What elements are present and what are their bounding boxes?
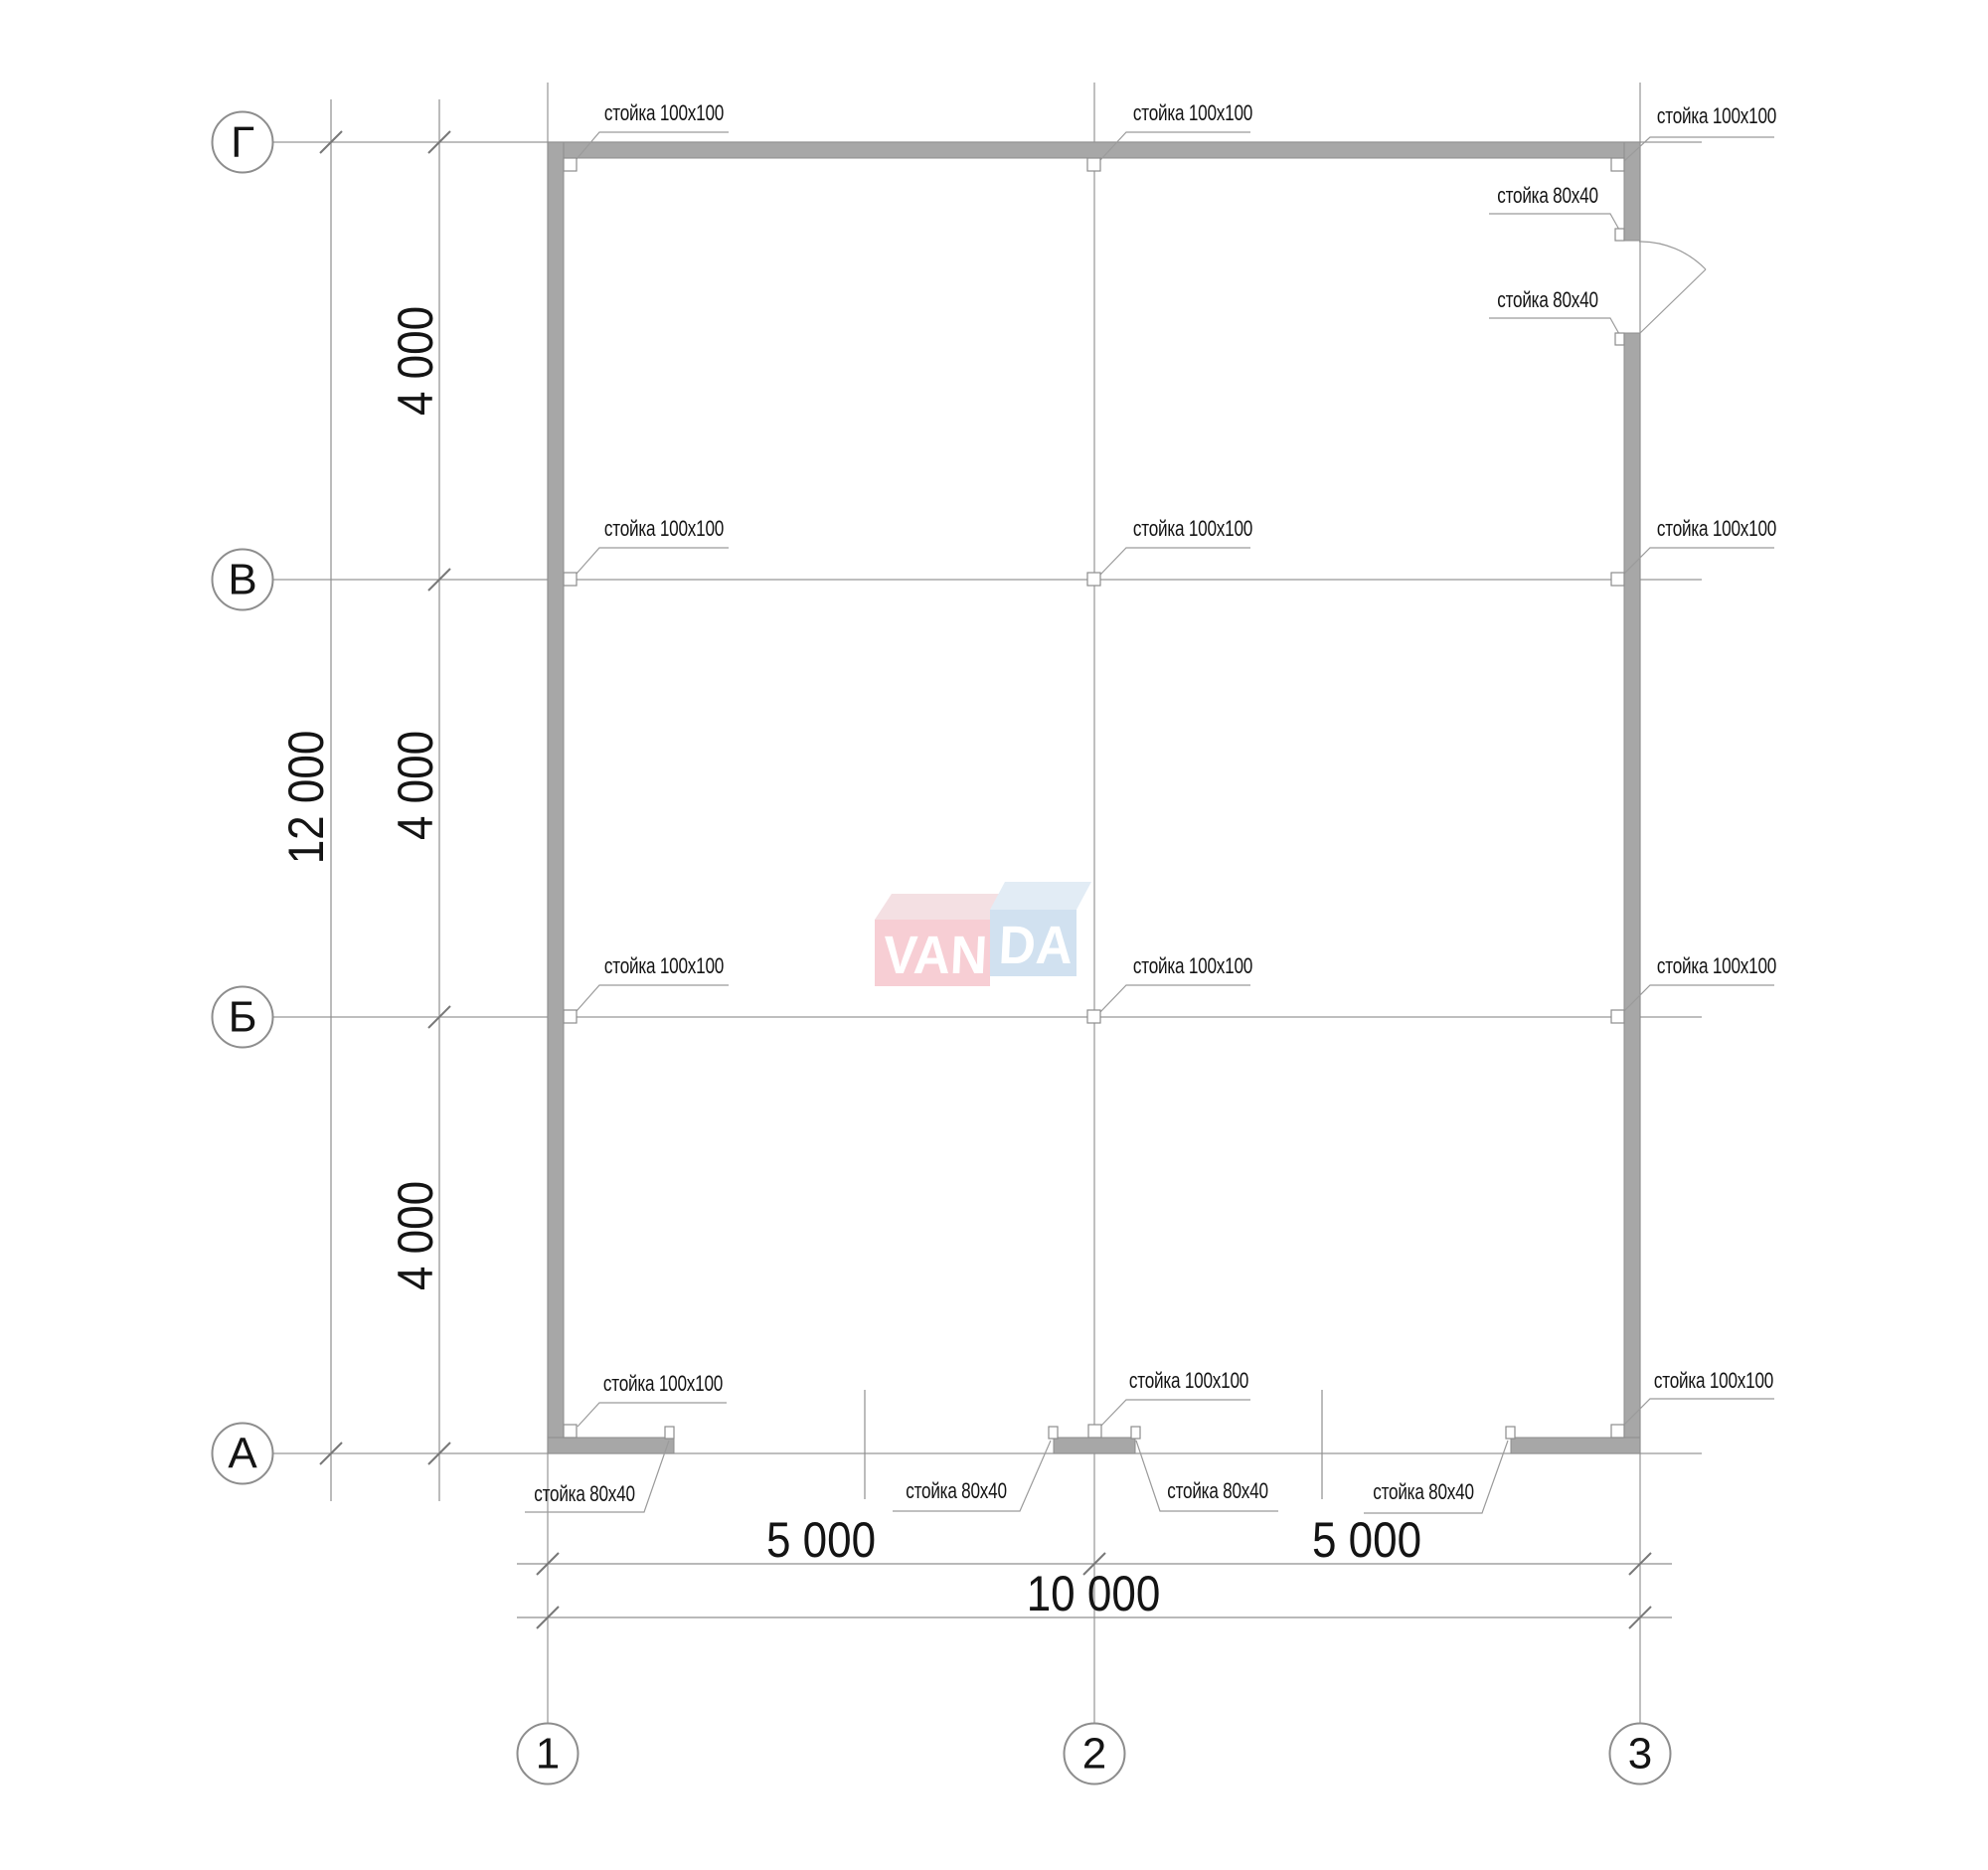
grid-bubble-col-3: 3 bbox=[1608, 1722, 1672, 1785]
grid-bubble-row-v: В bbox=[211, 548, 274, 611]
post-100x100-b-mid bbox=[1086, 1009, 1101, 1024]
leader-post100-bottom-right bbox=[1622, 1398, 1774, 1427]
wall-right-upper bbox=[1623, 141, 1641, 242]
leader-post80-door-top bbox=[1489, 213, 1620, 231]
door bbox=[1638, 241, 1707, 334]
grid-bubble-col-1: 1 bbox=[516, 1722, 580, 1785]
logo-pink-box-top bbox=[875, 894, 1007, 920]
post-80x40-bottom-4 bbox=[1505, 1426, 1516, 1440]
leader-post100-b-mid bbox=[1099, 984, 1250, 1013]
label-post100-v-mid: стойка 100x100 bbox=[1132, 516, 1253, 541]
post-100x100-corner-top-right bbox=[1610, 157, 1625, 172]
leader-post80-bottom-1 bbox=[525, 1440, 670, 1513]
post-100x100-b-right bbox=[1610, 1009, 1625, 1024]
leader-post100-v-right bbox=[1622, 547, 1774, 576]
logo-blue-box-front bbox=[990, 910, 1077, 976]
leader-post80-door-bottom bbox=[1489, 317, 1620, 335]
logo-blue-box-top bbox=[990, 882, 1091, 910]
label-post100-bottom-left: стойка 100x100 bbox=[602, 1371, 724, 1396]
label-post80-bottom-1: стойка 80x40 bbox=[534, 1481, 635, 1506]
logo-text-da: DA bbox=[997, 916, 1075, 975]
grid-bubble-row-b: Б bbox=[211, 985, 274, 1049]
dimension-ticks bbox=[319, 130, 1652, 1629]
dim-text-h-span-2: 5 000 bbox=[1311, 1512, 1422, 1568]
wall-bottom-left bbox=[547, 1437, 675, 1454]
post-80x40-bottom-3 bbox=[1130, 1426, 1141, 1440]
grid-bubble-row-a: А bbox=[211, 1422, 274, 1485]
label-post80-bottom-3: стойка 80x40 bbox=[1167, 1478, 1268, 1503]
label-post80-door-bottom: стойка 80x40 bbox=[1497, 287, 1598, 312]
logo-text-van: VAN bbox=[882, 926, 989, 985]
post-100x100-v-mid bbox=[1086, 572, 1101, 587]
dim-text-v-total: 12 000 bbox=[278, 730, 334, 865]
label-post80-door-top: стойка 80x40 bbox=[1497, 183, 1598, 208]
leader-post100-b-left bbox=[576, 984, 729, 1012]
dimension-lines bbox=[330, 99, 1672, 1618]
post-80x40-bottom-2 bbox=[1048, 1426, 1059, 1440]
post-100x100-b-left bbox=[563, 1009, 578, 1024]
post-80x40-bottom-1 bbox=[664, 1426, 675, 1440]
leader-post80-bottom-3 bbox=[1135, 1440, 1278, 1512]
label-post100-bottom-right: стойка 100x100 bbox=[1653, 1368, 1774, 1393]
post-100x100-top-mid bbox=[1086, 157, 1101, 172]
leader-post100-bottom-mid bbox=[1098, 1399, 1250, 1429]
label-post100-bottom-mid: стойка 100x100 bbox=[1128, 1368, 1249, 1393]
leader-post80-bottom-4 bbox=[1364, 1440, 1509, 1514]
door-swing-arc bbox=[1638, 241, 1707, 270]
posts bbox=[563, 157, 1625, 1440]
dim-text-h-span-1: 5 000 bbox=[765, 1512, 877, 1568]
post-100x100-corner-top-left bbox=[563, 157, 578, 172]
leader-post100-top-right bbox=[1623, 136, 1774, 162]
grid-bubble-label: Б bbox=[228, 992, 257, 1041]
label-post100-top-left: стойка 100x100 bbox=[603, 100, 725, 125]
post-80x40-door-bottom bbox=[1614, 332, 1625, 346]
label-post100-v-left: стойка 100x100 bbox=[603, 516, 725, 541]
leader-post100-top-mid bbox=[1099, 131, 1250, 161]
grid-bubble-label: 3 bbox=[1627, 1729, 1653, 1778]
leader-post100-top-left bbox=[576, 131, 729, 160]
leader-post100-b-right bbox=[1622, 984, 1774, 1013]
post-100x100-corner-bottom-left bbox=[563, 1424, 578, 1439]
label-post100-top-mid: стойка 100x100 bbox=[1132, 100, 1253, 125]
dim-text-v-span-3: 4 000 bbox=[388, 1180, 443, 1291]
leader-post100-v-mid bbox=[1099, 547, 1250, 576]
label-post100-v-right: стойка 100x100 bbox=[1656, 516, 1777, 541]
post-100x100-corner-bottom-right bbox=[1610, 1424, 1625, 1439]
leader-post80-bottom-2 bbox=[893, 1440, 1052, 1512]
leader-post100-v-left bbox=[576, 547, 729, 575]
label-post100-top-right: стойка 100x100 bbox=[1656, 103, 1777, 128]
grid-bubble-row-g: Г bbox=[211, 110, 274, 174]
walls bbox=[547, 141, 1641, 1454]
grid-bubble-label: 1 bbox=[535, 1729, 561, 1778]
label-post100-b-mid: стойка 100x100 bbox=[1132, 953, 1253, 978]
post-100x100-bottom-mid bbox=[1087, 1424, 1102, 1439]
grid-bubble-label: Г bbox=[231, 117, 254, 166]
label-post80-bottom-4: стойка 80x40 bbox=[1373, 1479, 1474, 1504]
dim-text-v-span-2: 4 000 bbox=[388, 730, 443, 841]
dim-text-v-span-1: 4 000 bbox=[388, 305, 443, 417]
post-80x40-door-top bbox=[1614, 228, 1625, 242]
label-post100-b-left: стойка 100x100 bbox=[603, 953, 725, 978]
leader-lines bbox=[525, 131, 1774, 1514]
label-post100-b-right: стойка 100x100 bbox=[1656, 953, 1777, 978]
post-100x100-v-left bbox=[563, 572, 578, 587]
grid-bubble-label: А bbox=[228, 1429, 257, 1477]
wall-bottom-right bbox=[1510, 1437, 1641, 1454]
label-post80-bottom-2: стойка 80x40 bbox=[906, 1478, 1007, 1503]
logo-pink-box-front bbox=[875, 920, 990, 986]
grid-bubble-label: В bbox=[228, 555, 257, 603]
dim-text-h-total: 10 000 bbox=[1026, 1566, 1161, 1621]
door-leaf bbox=[1639, 268, 1707, 334]
leader-post100-bottom-left bbox=[577, 1402, 727, 1428]
grid-bubble-col-2: 2 bbox=[1063, 1722, 1126, 1785]
grid-bubble-label: 2 bbox=[1081, 1729, 1107, 1778]
post-100x100-v-right bbox=[1610, 572, 1625, 587]
